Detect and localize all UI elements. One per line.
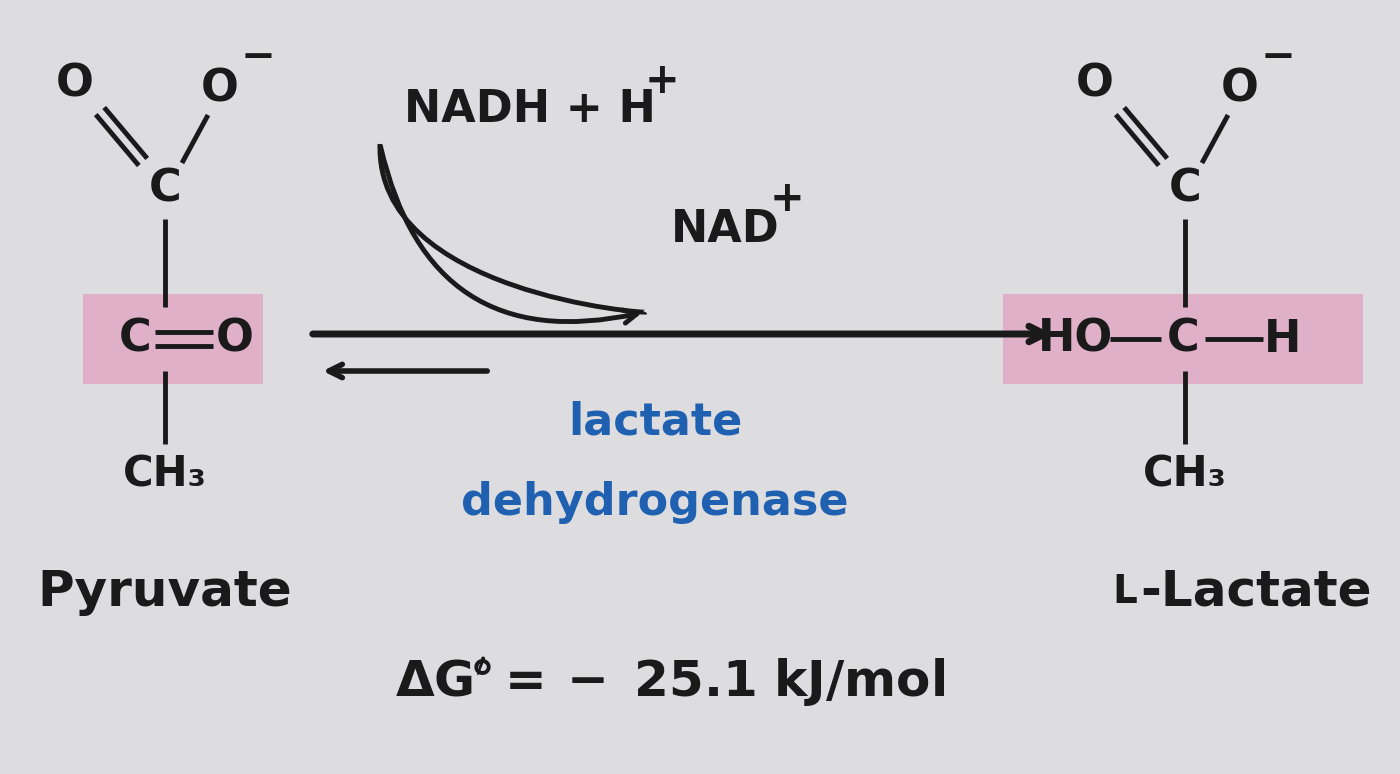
Text: −: − <box>1260 36 1295 78</box>
Bar <box>1002 294 1364 384</box>
Text: -Lactate: -Lactate <box>1140 568 1372 616</box>
Text: Pyruvate: Pyruvate <box>38 568 293 616</box>
FancyArrowPatch shape <box>381 147 637 323</box>
Text: H: H <box>1264 317 1302 361</box>
Bar <box>83 294 263 384</box>
Text: C: C <box>148 167 182 211</box>
Text: CH₃: CH₃ <box>1142 453 1226 495</box>
Text: dehydrogenase: dehydrogenase <box>461 481 848 523</box>
Text: +: + <box>644 60 679 102</box>
Text: HO: HO <box>1037 317 1113 361</box>
Text: O: O <box>56 63 94 105</box>
Text: +: + <box>770 178 805 220</box>
Text: CH₃: CH₃ <box>123 453 207 495</box>
Text: $\mathbf{\Delta} \mathit{\mathbf{G}}$$\mathbf{'\!\!°= -\ 25.1\ kJ/mol}$: $\mathbf{\Delta} \mathit{\mathbf{G}}$$\m… <box>395 656 945 709</box>
Text: C: C <box>1166 317 1200 361</box>
Text: NADH + H: NADH + H <box>405 87 657 131</box>
Text: O: O <box>1221 67 1259 111</box>
Text: −: − <box>241 36 276 78</box>
Text: O: O <box>216 317 253 361</box>
Text: O: O <box>202 67 239 111</box>
Text: O: O <box>1077 63 1114 105</box>
Text: lactate: lactate <box>568 400 742 444</box>
Text: C: C <box>119 317 151 361</box>
Text: NAD: NAD <box>671 207 780 251</box>
Text: L: L <box>1113 573 1137 611</box>
Text: C: C <box>1169 167 1201 211</box>
